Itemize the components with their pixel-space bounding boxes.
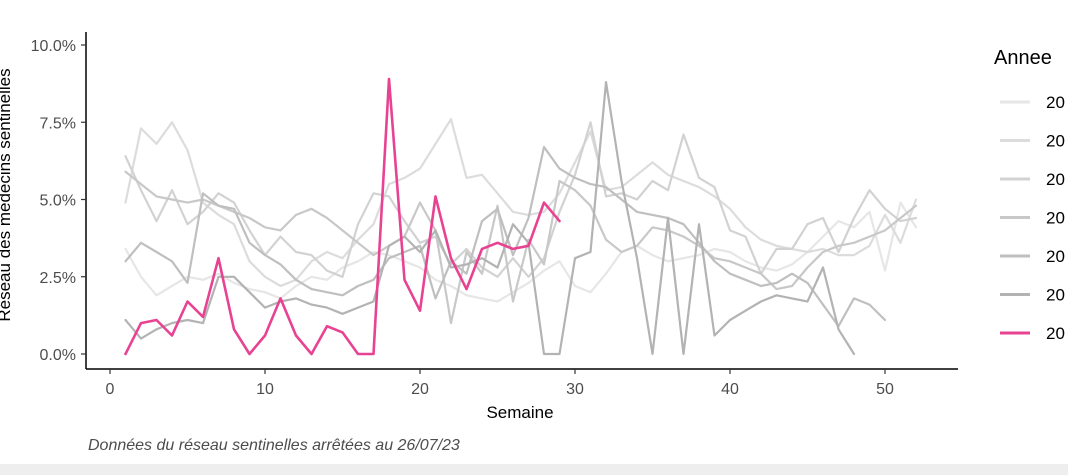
y-tick-label: 5.0% bbox=[40, 193, 76, 210]
x-tick-label: 30 bbox=[566, 381, 584, 398]
legend-title: Annee bbox=[994, 47, 1052, 69]
legend-label: 20 bbox=[1046, 93, 1065, 112]
y-tick-label: 10.0% bbox=[31, 38, 76, 55]
y-tick-label: 0.0% bbox=[40, 347, 76, 364]
series-line bbox=[124, 121, 918, 278]
series-line bbox=[124, 145, 887, 328]
legend-label: 20 bbox=[1046, 170, 1065, 189]
x-tick-label: 20 bbox=[411, 381, 429, 398]
series-line bbox=[124, 77, 561, 356]
series-line bbox=[124, 170, 918, 325]
legend: Annee 20 20 20 20 20 20 20 bbox=[994, 47, 1065, 343]
axes bbox=[85, 32, 958, 370]
series-line bbox=[124, 201, 918, 303]
y-axis-title: Réseau des médecins sentinelles bbox=[0, 68, 14, 321]
y-ticks: 0.0% 2.5% 5.0% 7.5% 10.0% bbox=[31, 38, 86, 364]
caption: Données du réseau sentinelles arrêtées a… bbox=[88, 437, 460, 454]
y-tick-label: 2.5% bbox=[40, 270, 76, 287]
x-axis-title: Semaine bbox=[486, 403, 553, 422]
legend-label: 20 bbox=[1046, 286, 1065, 305]
x-tick-label: 40 bbox=[721, 381, 739, 398]
series-line bbox=[124, 80, 856, 356]
series-line bbox=[124, 118, 918, 288]
y-tick-label: 7.5% bbox=[40, 115, 76, 132]
legend-label: 20 bbox=[1046, 209, 1065, 228]
x-tick-label: 0 bbox=[106, 381, 115, 398]
x-ticks: 0 10 20 30 40 50 bbox=[106, 369, 894, 398]
x-tick-label: 50 bbox=[876, 381, 894, 398]
legend-label: 20 bbox=[1046, 324, 1065, 343]
bottom-band bbox=[0, 464, 1068, 475]
x-tick-label: 10 bbox=[256, 381, 274, 398]
plot-lines bbox=[124, 77, 918, 356]
legend-label: 20 bbox=[1046, 247, 1065, 266]
legend-label: 20 bbox=[1046, 132, 1065, 151]
